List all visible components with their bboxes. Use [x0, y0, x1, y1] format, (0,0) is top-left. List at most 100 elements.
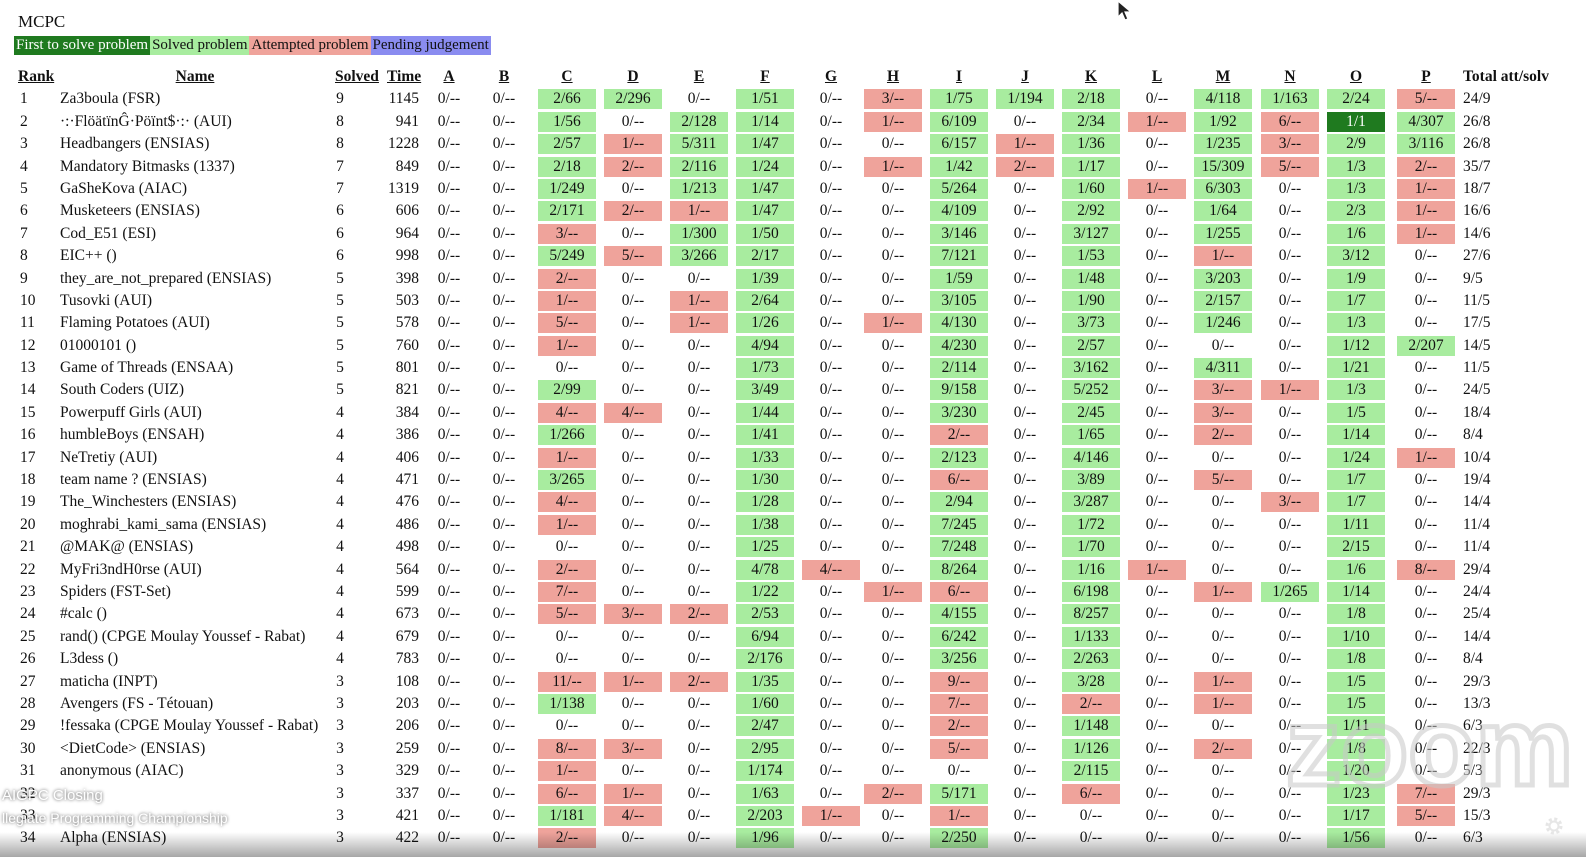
solved-cell: 4	[336, 426, 344, 444]
total-cell: 11/5	[1463, 359, 1490, 377]
rank-cell: 30	[20, 739, 36, 757]
time-cell: 503	[395, 291, 419, 309]
problem-cell-E: 0/--	[687, 269, 711, 287]
problem-cell-C: 1/--	[538, 514, 596, 535]
problem-cell-E: 3/266	[670, 246, 728, 267]
problem-cell-N: 0/--	[1278, 806, 1302, 824]
team-name-cell: moghrabi_kami_sama (ENSIAS)	[60, 515, 267, 533]
gear-icon[interactable]	[1543, 815, 1565, 837]
problem-cell-J: 0/--	[1013, 762, 1037, 780]
problem-cell-L: 1/--	[1128, 559, 1186, 580]
team-name-cell: EIC++ ()	[60, 247, 117, 265]
problem-cell-J: 0/--	[1013, 224, 1037, 242]
time-cell: 398	[395, 269, 419, 287]
problem-cell-N: 0/--	[1278, 717, 1302, 735]
problem-cell-N: 5/--	[1261, 156, 1319, 177]
solved-cell: 5	[336, 269, 344, 287]
time-cell: 679	[395, 627, 419, 645]
problem-cell-I: 1/75	[930, 89, 988, 110]
table-row: 26 L3dess () 4 783 0/-- 0/-- 0/-- 0/-- 0/-- 2/176…	[0, 648, 1586, 670]
problem-cell-O: 1/5	[1327, 671, 1385, 692]
table-row: 2 ·:·FlöätïnĜ·Pöïnt$·:· (AUI) 8 941 0/-- 0/--…	[0, 111, 1586, 133]
problem-cell-G: 0/--	[802, 828, 860, 848]
time-cell: 384	[395, 403, 419, 421]
problem-cell-E: 0/--	[687, 650, 711, 668]
problem-cell-I: 4/109	[930, 201, 988, 222]
problem-cell-L: 0/--	[1145, 135, 1169, 153]
problem-cell-B: 0/--	[475, 828, 533, 848]
problem-cell-E: 0/--	[687, 627, 711, 645]
col-header-name: Name	[175, 68, 215, 85]
problem-cell-N: 0/--	[1261, 828, 1319, 848]
problem-cell-A: 0/--	[437, 515, 461, 533]
problem-cell-D: 0/--	[621, 336, 645, 354]
problem-cell-P: 0/--	[1414, 717, 1438, 735]
problem-cell-D: 1/--	[604, 783, 662, 804]
problem-cell-B: 0/--	[492, 560, 516, 578]
total-cell: 16/6	[1463, 202, 1491, 220]
problem-cell-B: 0/--	[492, 650, 516, 668]
problem-cell-P: 0/--	[1414, 762, 1438, 780]
col-header-solved: Solved	[335, 68, 379, 85]
problem-cell-O: 2/9	[1327, 134, 1385, 155]
problem-cell-E: 5/311	[670, 134, 728, 155]
scoreboard-table: Rank Name Solved Time A B C D E F G H I J K L M N O P Total …	[0, 66, 1586, 850]
problem-cell-O: 1/24	[1327, 447, 1385, 468]
col-header-time: Time	[387, 68, 422, 85]
problem-cell-J: 0/--	[1013, 650, 1037, 668]
problem-cell-C: 1/249	[538, 178, 596, 199]
total-cell: 22/3	[1463, 739, 1491, 757]
problem-cell-L: 0/--	[1145, 471, 1169, 489]
problem-cell-M: 1/246	[1194, 313, 1252, 334]
rank-cell: 18	[20, 471, 36, 489]
problem-cell-A: 0/--	[437, 448, 461, 466]
total-cell: 14/4	[1463, 493, 1491, 511]
problem-cell-G: 0/--	[819, 627, 843, 645]
time-cell: 849	[395, 157, 419, 175]
problem-cell-L: 0/--	[1145, 627, 1169, 645]
problem-cell-P: 2/207	[1397, 335, 1455, 356]
problem-cell-O: 1/8	[1327, 738, 1385, 759]
solved-cell: 4	[336, 627, 344, 645]
problem-cell-H: 1/--	[864, 581, 922, 602]
problem-cell-B: 0/--	[492, 112, 516, 130]
problem-cell-I: 0/--	[947, 762, 971, 780]
problem-cell-L: 0/--	[1145, 784, 1169, 802]
problem-cell-K: 1/148	[1062, 716, 1120, 737]
problem-cell-B: 0/--	[492, 717, 516, 735]
problem-cell-D: 0/--	[621, 314, 645, 332]
table-row: 14 South Coders (UIZ) 5 821 0/-- 0/-- 2/99 0/--…	[0, 379, 1586, 401]
problem-cell-B: 0/--	[492, 90, 516, 108]
problem-cell-L: 0/--	[1145, 359, 1169, 377]
caption-title: AIGPC Closing	[2, 787, 103, 804]
table-row: 30 <DietCode> (ENSIAS) 3 259 0/-- 0/-- 8/-- 3/-…	[0, 738, 1586, 760]
problem-cell-E: 0/--	[687, 448, 711, 466]
col-header-rank: Rank	[18, 68, 55, 85]
problem-cell-E: 2/--	[670, 671, 728, 692]
solved-cell: 6	[336, 202, 344, 220]
problem-cell-N: 0/--	[1278, 202, 1302, 220]
problem-cell-I: 5/171	[930, 783, 988, 804]
problem-cell-N: 3/--	[1261, 134, 1319, 155]
solved-cell: 4	[336, 650, 344, 668]
problem-cell-M: 0/--	[1211, 717, 1235, 735]
problem-cell-K: 1/65	[1062, 425, 1120, 446]
problem-cell-I: 6/157	[930, 134, 988, 155]
problem-cell-I: 4/130	[930, 313, 988, 334]
problem-cell-N: 0/--	[1278, 179, 1302, 197]
problem-cell-J: 0/--	[1013, 538, 1037, 556]
problem-cell-E: 1/--	[670, 201, 728, 222]
problem-cell-G: 0/--	[819, 381, 843, 399]
problem-cell-P: 0/--	[1414, 314, 1438, 332]
problem-cell-I: 3/105	[930, 290, 988, 311]
problem-cell-E: 0/--	[687, 560, 711, 578]
problem-cell-M: 1/92	[1194, 111, 1252, 132]
rank-cell: 15	[20, 403, 36, 421]
total-cell: 24/5	[1463, 381, 1491, 399]
problem-cell-C: 2/66	[538, 89, 596, 110]
problem-cell-F: 1/30	[736, 470, 794, 491]
solved-cell: 3	[336, 762, 344, 780]
problem-cell-P: 0/--	[1414, 650, 1438, 668]
problem-cell-B: 0/--	[492, 493, 516, 511]
problem-cell-F: 1/44	[736, 402, 794, 423]
